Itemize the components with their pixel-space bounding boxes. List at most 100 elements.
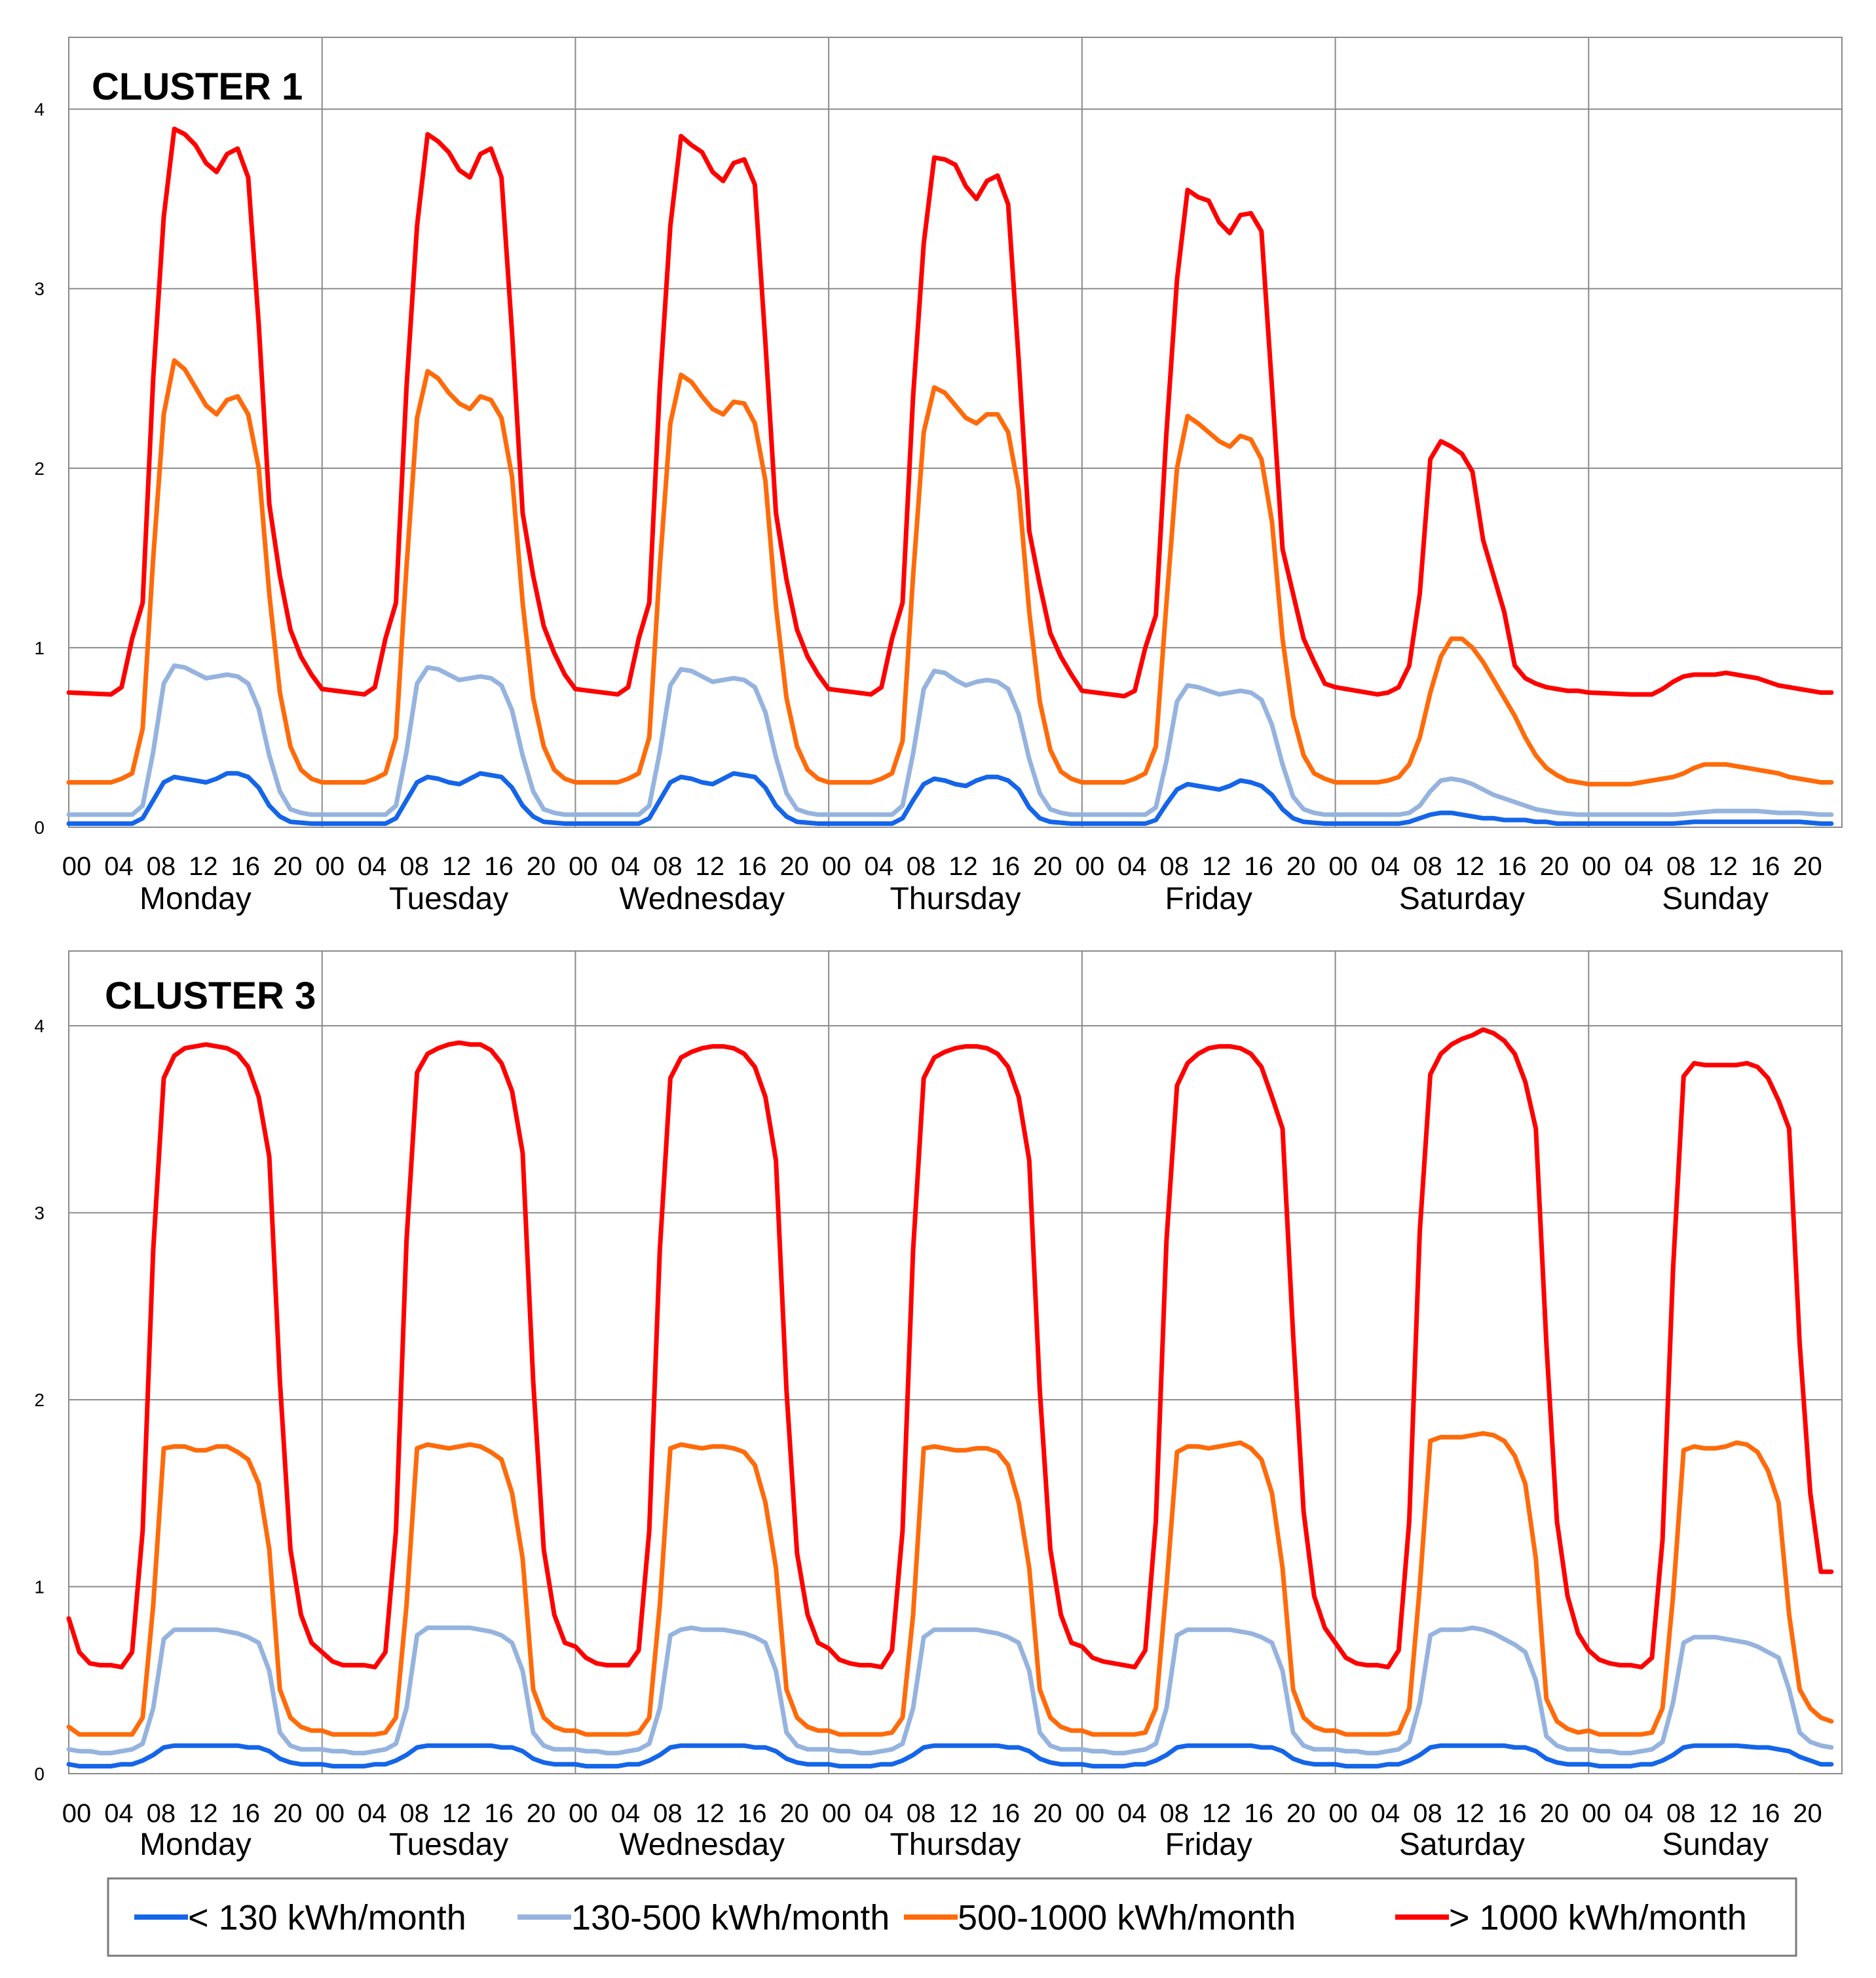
- x-tick-label: 12: [948, 1799, 978, 1828]
- series-gt-1000-line: [66, 1027, 1834, 1670]
- x-tick-label: 16: [991, 852, 1021, 881]
- day-label: Thursday: [890, 882, 1021, 916]
- x-tick-label: 08: [907, 852, 936, 881]
- x-tick-label: 00: [315, 852, 345, 881]
- legend: < 130 kWh/month 130-500 kWh/month 500-1000…: [107, 1877, 1797, 1957]
- x-tick-label: 04: [1624, 1799, 1653, 1828]
- x-tick-label: 12: [189, 1799, 218, 1828]
- x-tick-label: 00: [569, 852, 598, 881]
- x-tick-label: 20: [779, 1799, 809, 1828]
- x-tick-label: 16: [991, 1799, 1021, 1828]
- plot-area: [68, 37, 1843, 828]
- x-tick-label: 12: [189, 852, 218, 881]
- x-tick-label: 04: [1371, 1799, 1400, 1828]
- x-tick-label: 00: [1076, 852, 1105, 881]
- x-tick-label: 08: [147, 1799, 176, 1828]
- x-tick-label: 16: [1497, 1799, 1527, 1828]
- day-label: Monday: [140, 882, 252, 916]
- y-tick-label: 4: [34, 100, 45, 120]
- x-tick-label: 00: [822, 1799, 852, 1828]
- x-tick-label: 12: [1202, 1799, 1231, 1828]
- x-tick-label: 04: [1117, 852, 1147, 881]
- x-tick-label: 16: [484, 1799, 514, 1828]
- 130-500-kwh-month-legend-label: 130-500 kWh/month: [571, 1898, 890, 1937]
- chart-title: CLUSTER 1: [92, 65, 303, 108]
- day-label: Sunday: [1662, 1827, 1769, 1862]
- y-tick-label: 0: [34, 817, 45, 838]
- day-label: Thursday: [890, 1827, 1021, 1862]
- day-label: Tuesday: [389, 882, 508, 916]
- series-130-500-line: [66, 663, 1834, 817]
- x-tick-label: 04: [1117, 1799, 1147, 1828]
- x-tick-label: 20: [527, 852, 556, 881]
- x-tick-label: 08: [907, 1799, 936, 1828]
- x-tick-label: 00: [62, 852, 92, 881]
- x-tick-label: 16: [484, 852, 514, 881]
- x-tick-label: 20: [273, 1799, 303, 1828]
- x-tick-label: 16: [1497, 852, 1527, 881]
- x-tick-label: 16: [1751, 1799, 1780, 1828]
- x-tick-label: 20: [1793, 1799, 1822, 1828]
- day-label: Tuesday: [389, 1827, 508, 1862]
- x-tick-label: 20: [1033, 1799, 1062, 1828]
- y-tick-label: 2: [34, 458, 45, 479]
- x-tick-label: 12: [1708, 1799, 1738, 1828]
- day-label: Friday: [1165, 1827, 1252, 1862]
- x-tick-label: 00: [1328, 1799, 1358, 1828]
- x-tick-label: 20: [1286, 852, 1316, 881]
- series-130-500-line: [66, 1625, 1834, 1756]
- x-tick-label: 08: [1160, 852, 1190, 881]
- chart-title: CLUSTER 3: [105, 975, 316, 1017]
- x-tick-label: 04: [611, 1799, 641, 1828]
- x-tick-label: 04: [358, 1799, 387, 1828]
- x-tick-label: 08: [400, 1799, 429, 1828]
- x-tick-label: 08: [147, 852, 176, 881]
- x-tick-label: 04: [1624, 852, 1653, 881]
- x-tick-label: 20: [527, 1799, 556, 1828]
- x-tick-label: 16: [1244, 852, 1273, 881]
- x-tick-label: 00: [315, 1799, 345, 1828]
- x-tick-label: 20: [1540, 1799, 1569, 1828]
- x-tick-label: 08: [1413, 852, 1442, 881]
- series-gt-1000-line: [66, 126, 1834, 699]
- x-tick-label: 08: [1666, 852, 1696, 881]
- x-tick-label: 00: [62, 1799, 92, 1828]
- x-tick-label: 16: [1751, 852, 1780, 881]
- x-tick-label: 12: [1708, 852, 1738, 881]
- x-tick-label: 08: [653, 852, 683, 881]
- day-label: Wednesday: [619, 882, 785, 916]
- x-tick-label: 16: [231, 852, 261, 881]
- x-tick-label: 04: [1371, 852, 1400, 881]
- x-tick-label: 20: [1286, 1799, 1316, 1828]
- x-tick-label: 04: [104, 852, 134, 881]
- y-tick-label: 2: [34, 1390, 45, 1410]
- y-tick-label: 1: [34, 1577, 45, 1597]
- x-tick-label: 20: [1793, 852, 1822, 881]
- day-label: Monday: [140, 1827, 252, 1862]
- x-tick-label: 04: [104, 1799, 134, 1828]
- day-label: Saturday: [1399, 1827, 1525, 1862]
- x-tick-label: 12: [1202, 852, 1231, 881]
- series-lt-130-line: [66, 771, 1834, 826]
- x-tick-label: 00: [1328, 852, 1358, 881]
- x-tick-label: 20: [273, 852, 303, 881]
- gt-1000-kwh-month-legend-label: > 1000 kWh/month: [1449, 1898, 1747, 1937]
- y-tick-label: 0: [34, 1764, 45, 1784]
- y-tick-label: 4: [34, 1016, 45, 1036]
- x-tick-label: 12: [696, 1799, 725, 1828]
- x-tick-label: 16: [738, 852, 767, 881]
- x-tick-label: 00: [822, 852, 852, 881]
- x-tick-label: 08: [400, 852, 429, 881]
- x-tick-label: 08: [1413, 1799, 1442, 1828]
- day-label: Saturday: [1399, 882, 1525, 916]
- x-tick-label: 20: [1033, 852, 1062, 881]
- x-tick-label: 20: [779, 852, 809, 881]
- x-tick-label: 04: [864, 852, 893, 881]
- x-tick-label: 08: [1160, 1799, 1190, 1828]
- x-tick-label: 12: [948, 852, 978, 881]
- x-tick-label: 12: [442, 852, 472, 881]
- series-lt-130-line: [66, 1743, 1834, 1769]
- x-tick-label: 16: [231, 1799, 261, 1828]
